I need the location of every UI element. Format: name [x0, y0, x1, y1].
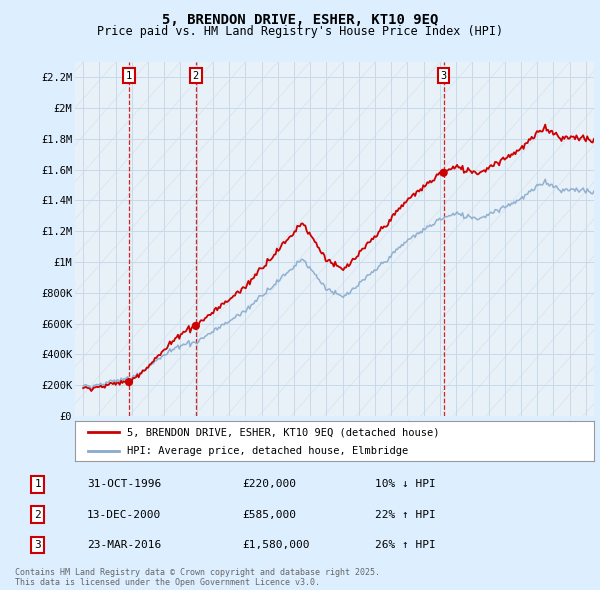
Bar: [75, 62, 79, 416]
Bar: [407, 62, 412, 416]
Bar: [286, 62, 290, 416]
Bar: [310, 62, 314, 416]
Point: [439, 168, 448, 178]
Bar: [164, 62, 168, 416]
Bar: [302, 62, 306, 416]
Text: 23-MAR-2016: 23-MAR-2016: [87, 540, 161, 550]
Bar: [205, 62, 209, 416]
Bar: [326, 62, 331, 416]
Bar: [269, 62, 274, 416]
Text: 5, BRENDON DRIVE, ESHER, KT10 9EQ: 5, BRENDON DRIVE, ESHER, KT10 9EQ: [162, 13, 438, 27]
Bar: [472, 62, 476, 416]
Bar: [197, 62, 200, 416]
Point: [124, 378, 134, 387]
Bar: [172, 62, 176, 416]
Bar: [537, 62, 541, 416]
Bar: [464, 62, 469, 416]
Bar: [497, 62, 501, 416]
Bar: [116, 62, 119, 416]
Text: 22% ↑ HPI: 22% ↑ HPI: [375, 510, 436, 520]
Bar: [456, 62, 460, 416]
Bar: [383, 62, 387, 416]
Text: 26% ↑ HPI: 26% ↑ HPI: [375, 540, 436, 550]
Bar: [140, 62, 144, 416]
Bar: [132, 62, 136, 416]
Bar: [107, 62, 112, 416]
Text: 31-OCT-1996: 31-OCT-1996: [87, 480, 161, 489]
Bar: [124, 62, 128, 416]
Bar: [505, 62, 509, 416]
Bar: [448, 62, 452, 416]
Bar: [521, 62, 525, 416]
Text: 1: 1: [35, 480, 41, 489]
Text: 2: 2: [193, 71, 199, 81]
Bar: [262, 62, 266, 416]
Bar: [416, 62, 419, 416]
Bar: [569, 62, 574, 416]
Text: 2: 2: [35, 510, 41, 520]
Text: Contains HM Land Registry data © Crown copyright and database right 2025.
This d: Contains HM Land Registry data © Crown c…: [15, 568, 380, 587]
Bar: [181, 62, 184, 416]
Bar: [529, 62, 533, 416]
Text: £220,000: £220,000: [242, 480, 296, 489]
Bar: [562, 62, 566, 416]
Bar: [318, 62, 322, 416]
Bar: [148, 62, 152, 416]
Bar: [367, 62, 371, 416]
Text: £585,000: £585,000: [242, 510, 296, 520]
Bar: [424, 62, 428, 416]
Bar: [343, 62, 347, 416]
Bar: [359, 62, 363, 416]
Bar: [253, 62, 257, 416]
Bar: [578, 62, 582, 416]
Bar: [586, 62, 590, 416]
Bar: [513, 62, 517, 416]
Bar: [156, 62, 160, 416]
Text: 10% ↓ HPI: 10% ↓ HPI: [375, 480, 436, 489]
Bar: [100, 62, 103, 416]
Bar: [335, 62, 338, 416]
Bar: [351, 62, 355, 416]
Bar: [481, 62, 485, 416]
Bar: [488, 62, 493, 416]
Point: [191, 321, 200, 330]
Bar: [213, 62, 217, 416]
Bar: [83, 62, 87, 416]
Text: Price paid vs. HM Land Registry's House Price Index (HPI): Price paid vs. HM Land Registry's House …: [97, 25, 503, 38]
Bar: [400, 62, 403, 416]
Bar: [229, 62, 233, 416]
Bar: [188, 62, 193, 416]
Bar: [545, 62, 550, 416]
Text: 3: 3: [440, 71, 447, 81]
Text: 13-DEC-2000: 13-DEC-2000: [87, 510, 161, 520]
Bar: [221, 62, 225, 416]
Bar: [440, 62, 444, 416]
Text: 5, BRENDON DRIVE, ESHER, KT10 9EQ (detached house): 5, BRENDON DRIVE, ESHER, KT10 9EQ (detac…: [127, 428, 439, 438]
Text: 3: 3: [35, 540, 41, 550]
Bar: [553, 62, 557, 416]
Text: HPI: Average price, detached house, Elmbridge: HPI: Average price, detached house, Elmb…: [127, 447, 408, 456]
Bar: [245, 62, 250, 416]
Bar: [237, 62, 241, 416]
Bar: [391, 62, 395, 416]
Bar: [91, 62, 95, 416]
Text: £1,580,000: £1,580,000: [242, 540, 310, 550]
Bar: [294, 62, 298, 416]
Bar: [375, 62, 379, 416]
Bar: [432, 62, 436, 416]
Bar: [278, 62, 282, 416]
Text: 1: 1: [126, 71, 132, 81]
